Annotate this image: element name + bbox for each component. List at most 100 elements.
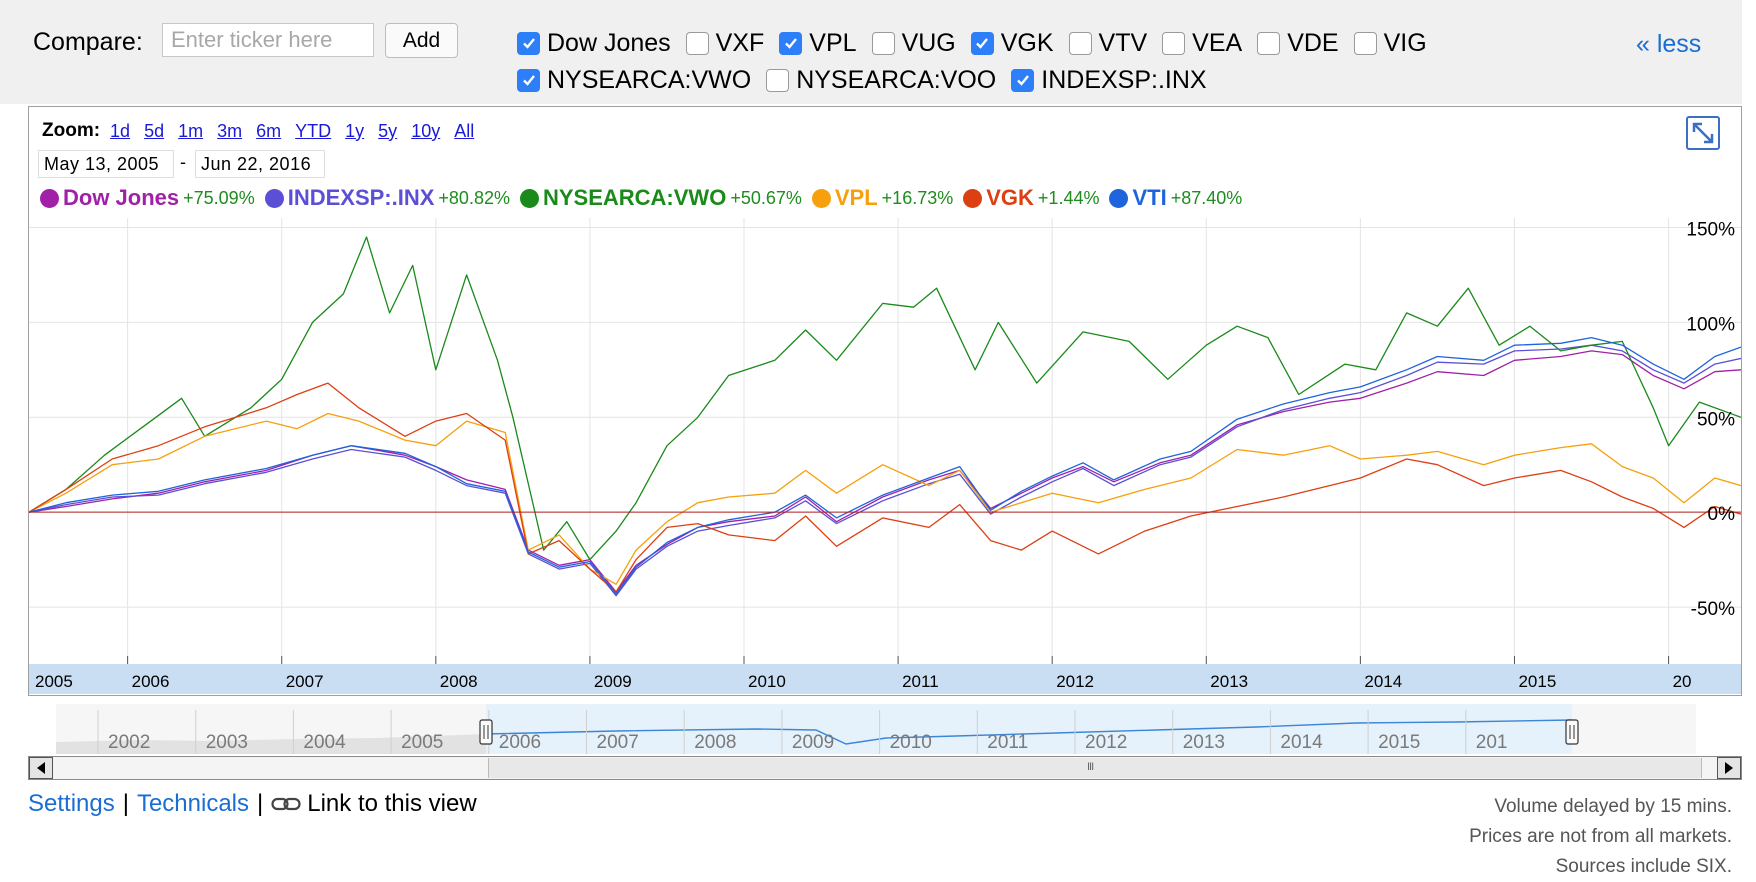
navigator-year-label: 2007	[597, 732, 639, 753]
x-tick-label: 2014	[1364, 672, 1402, 691]
zoom-option-5y[interactable]: 5y	[378, 120, 398, 141]
scrollbar-thumb[interactable]: III	[488, 758, 1702, 778]
navigator-year-label: 2014	[1280, 732, 1323, 753]
footer-separator: |	[122, 790, 129, 817]
link-icon	[271, 797, 301, 811]
legend-series-name: NYSEARCA:VWO	[542, 185, 727, 210]
ticker-checkbox-item[interactable]: NYSEARCA:VOO	[766, 66, 996, 95]
ticker-checkbox-item[interactable]: VGK	[970, 28, 1054, 58]
ticker-checkbox[interactable]	[1068, 31, 1092, 55]
ticker-checkbox[interactable]	[970, 31, 994, 55]
scroll-left-button[interactable]	[29, 757, 53, 779]
ticker-checkbox-label: NYSEARCA:VOO	[796, 65, 997, 94]
technicals-link[interactable]: Technicals	[136, 790, 250, 817]
navigator-year-label: 2011	[987, 732, 1028, 753]
ticker-checkbox[interactable]	[1011, 68, 1035, 92]
legend-swatch	[1109, 188, 1129, 208]
ticker-checkbox[interactable]	[517, 68, 540, 92]
compare-bar: Compare: Add Dow Jones VXF VPL VUG VGK VTV VEA…	[0, 0, 1742, 104]
settings-link[interactable]: Settings	[28, 790, 115, 817]
navigator-year-label: 2010	[890, 732, 932, 753]
ticker-checkbox[interactable]	[1353, 31, 1377, 55]
ticker-checkbox[interactable]	[517, 31, 540, 55]
ticker-checkbox-item[interactable]: VXF	[685, 29, 764, 58]
add-button[interactable]: Add	[385, 23, 458, 58]
legend-item[interactable]: VPL +16.73%	[811, 185, 954, 211]
x-axis-band	[29, 664, 1741, 694]
end-date-input[interactable]	[195, 150, 325, 178]
x-tick-label: 20	[1673, 672, 1692, 691]
legend-series-name: Dow Jones	[63, 185, 180, 210]
navigator-left-handle[interactable]	[479, 719, 493, 745]
navigator-year-label: 2005	[401, 732, 443, 753]
ticker-checkbox-item[interactable]: VDE	[1257, 29, 1339, 58]
navigator-year-label: 2004	[303, 732, 346, 753]
zoom-option-1y[interactable]: 1y	[345, 120, 365, 141]
legend-series-change: +1.44%	[1037, 187, 1100, 208]
ticker-checkbox-item[interactable]: Dow Jones	[517, 29, 671, 58]
footer-separator: |	[257, 790, 264, 817]
navigator-year-label: 2008	[694, 732, 736, 753]
navigator-year-label: 2015	[1378, 732, 1420, 753]
x-tick-label: 2010	[748, 672, 786, 691]
time-navigator[interactable]: 2002 2003 2004 2005 2006 2007 2008 2009 2010 2011…	[56, 704, 1696, 754]
x-tick-label: 2012	[1056, 672, 1094, 691]
ticker-checkbox-item[interactable]: NYSEARCA:VWO	[517, 66, 751, 95]
legend-item[interactable]: INDEXSP:.INX +80.82%	[264, 185, 510, 211]
y-tick-label: 0%	[1708, 504, 1736, 525]
navigator-year-label: 2013	[1183, 732, 1225, 753]
ticker-checkbox-label: VGK	[1000, 28, 1054, 57]
ticker-checkbox[interactable]	[766, 68, 790, 92]
ticker-checkbox[interactable]	[779, 31, 803, 55]
zoom-option-1m[interactable]: 1m	[178, 120, 204, 141]
zoom-option-6m[interactable]: 6m	[256, 120, 282, 141]
legend-swatch	[963, 188, 983, 208]
navigator-year-label: 2009	[792, 732, 834, 753]
zoom-option-ytd[interactable]: YTD	[295, 120, 332, 141]
ticker-checkbox-item[interactable]: VTV	[1068, 29, 1147, 58]
chart-legend: Dow Jones +75.09% INDEXSP:.INX +80.82% NYSEA…	[40, 185, 1252, 211]
ticker-input[interactable]	[162, 23, 374, 57]
series-line-vpl	[29, 412, 1741, 585]
ticker-checkbox-item[interactable]: VUG	[871, 29, 956, 58]
checkmark-icon	[1016, 75, 1029, 86]
ticker-checkbox-label: Dow Jones	[547, 28, 671, 57]
zoom-option-5d[interactable]: 5d	[144, 120, 165, 141]
ticker-checkbox[interactable]	[685, 31, 709, 55]
ticker-checkbox-item[interactable]: VEA	[1162, 29, 1242, 58]
ticker-checkbox-item[interactable]: INDEXSP:.INX	[1011, 66, 1207, 95]
legend-item[interactable]: VTI +87.40%	[1109, 185, 1242, 211]
ticker-checkbox[interactable]	[1257, 31, 1281, 55]
y-tick-label: 50%	[1697, 409, 1735, 430]
legend-series-change: +16.73%	[881, 187, 954, 208]
series-line-vgk	[29, 382, 1741, 593]
footer-note: Prices are not from all markets.	[1469, 826, 1732, 847]
navigator-right-handle[interactable]	[1565, 719, 1579, 745]
legend-swatch	[519, 188, 539, 208]
ticker-checkbox-item[interactable]: VIG	[1353, 29, 1427, 58]
x-tick-label: 2009	[594, 672, 632, 691]
chevron-right-icon	[1725, 762, 1733, 774]
navigator-scrollbar[interactable]: III	[28, 756, 1742, 780]
legend-item[interactable]: VGK +1.44%	[963, 185, 1099, 211]
zoom-option-all[interactable]: All	[454, 120, 475, 141]
navigator-trend-line	[485, 719, 1573, 745]
expand-chart-button[interactable]	[1686, 116, 1720, 150]
zoom-option-1d[interactable]: 1d	[110, 120, 131, 141]
link-to-view[interactable]: Link to this view	[271, 790, 477, 818]
ticker-checkbox[interactable]	[1162, 31, 1186, 55]
navigator-year-label: 201	[1476, 732, 1508, 753]
zoom-option-3m[interactable]: 3m	[217, 120, 243, 141]
legend-item[interactable]: NYSEARCA:VWO +50.67%	[519, 185, 802, 211]
navigator-year-label: 2012	[1085, 732, 1127, 753]
less-link[interactable]: « less	[1636, 30, 1702, 58]
zoom-option-10y[interactable]: 10y	[411, 120, 441, 141]
legend-item[interactable]: Dow Jones +75.09%	[40, 185, 255, 211]
ticker-checkbox[interactable]	[871, 31, 895, 55]
ticker-checkbox-item[interactable]: VPL	[779, 29, 857, 58]
start-date-input[interactable]	[38, 150, 174, 178]
scroll-right-button[interactable]	[1717, 757, 1741, 779]
checkmark-icon	[522, 75, 535, 86]
ticker-checkbox-label: VEA	[1192, 28, 1243, 57]
zoom-label: Zoom:	[42, 120, 101, 141]
